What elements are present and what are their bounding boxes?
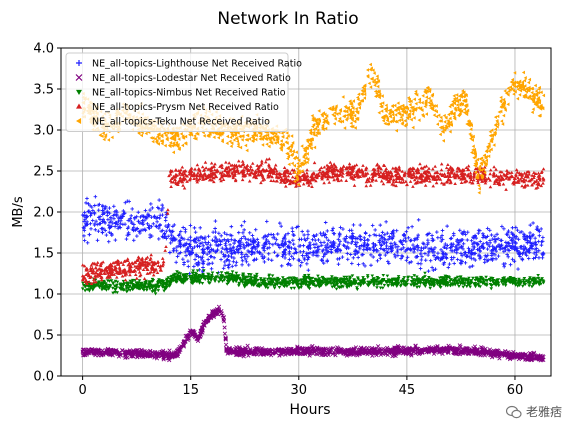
series-markers: [80, 269, 546, 296]
legend: NE_all-topics-Lighthouse Net Received Ra…: [65, 52, 302, 132]
x-tick-label: 0: [78, 383, 86, 398]
y-tick-label: 2.5: [33, 165, 54, 180]
legend-label: NE_all-topics-Prysm Net Received Ratio: [92, 102, 279, 113]
x-tick-label: 30: [291, 383, 308, 398]
series-points: [80, 157, 546, 286]
series-markers: [80, 157, 546, 286]
legend-marker: [76, 118, 82, 124]
series-markers: [80, 304, 546, 363]
series-points: [80, 194, 546, 276]
y-tick-label: 3.5: [33, 83, 54, 98]
y-axis-label: MB/s: [11, 196, 26, 228]
legend-label: NE_all-topics-Teku Net Received Ratio: [92, 117, 270, 128]
legend-marker: [76, 60, 82, 66]
y-tick-label: 0.5: [33, 329, 54, 344]
chart-title: Network In Ratio: [217, 9, 358, 29]
y-tick-label: 0.0: [33, 370, 54, 385]
series-points: [80, 304, 546, 363]
wechat-icon: [505, 405, 522, 418]
watermark-text: 老雅痞: [525, 405, 562, 419]
legend-label: NE_all-topics-Lodestar Net Received Rati…: [92, 73, 291, 84]
legend-label: NE_all-topics-Lighthouse Net Received Ra…: [92, 59, 302, 70]
series-markers: [80, 194, 546, 276]
legend-box: [65, 52, 289, 132]
watermark: 老雅痞: [505, 403, 562, 420]
y-tick-label: 1.0: [33, 288, 54, 303]
x-tick-label: 45: [399, 383, 416, 398]
y-tick-label: 4.0: [33, 42, 54, 57]
y-tick-label: 3.0: [33, 124, 54, 139]
y-tick-label: 2.0: [33, 206, 54, 221]
y-tick-label: 1.5: [33, 247, 54, 262]
x-tick-label: 15: [182, 383, 199, 398]
x-axis-ticks: 0 15 30 45 60: [78, 376, 523, 398]
series-points: [80, 269, 546, 296]
legend-marker: [75, 74, 83, 81]
x-tick-label: 60: [507, 383, 524, 398]
legend-marker: [76, 103, 82, 109]
x-axis-label: Hours: [289, 402, 330, 418]
legend-marker: [76, 89, 82, 95]
legend-label: NE_all-topics-Nimbus Net Received Ratio: [92, 88, 286, 99]
y-axis-ticks: 0.0 0.5 1.0 1.5 2.0 2.5 3.0 3.5 4.0: [33, 42, 61, 385]
